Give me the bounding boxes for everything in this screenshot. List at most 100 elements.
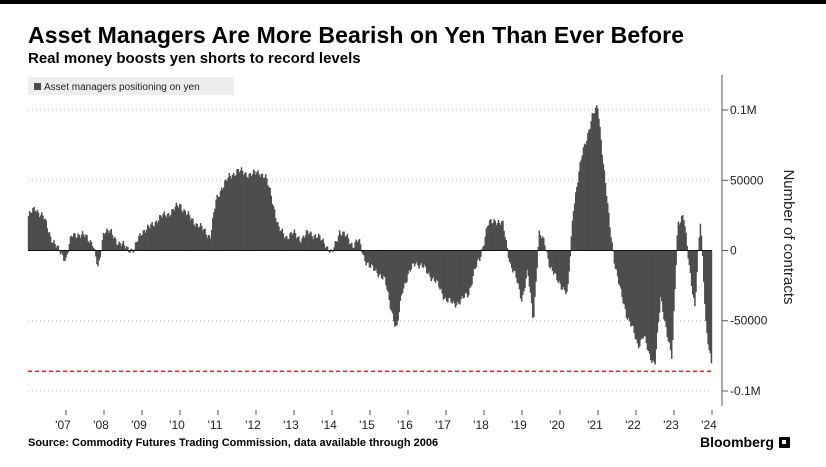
series-bar [263, 177, 266, 251]
series-bar [558, 250, 560, 282]
series-bar [268, 186, 270, 251]
series-bar [225, 179, 227, 251]
series-bar [239, 170, 242, 251]
series-bar [528, 250, 531, 287]
series-bar [145, 229, 148, 251]
series-bar [74, 233, 76, 251]
series-bar [515, 250, 517, 278]
series-bar [31, 212, 33, 251]
series-bar [592, 113, 595, 251]
series-bar [386, 250, 388, 290]
series-bar [89, 240, 92, 251]
series-bar [479, 250, 481, 261]
series-bar [70, 235, 73, 251]
series-bar [207, 235, 210, 251]
series-bar [78, 234, 81, 251]
series-bar [108, 233, 110, 251]
series-bar [698, 237, 701, 251]
series-bar [246, 176, 248, 251]
series-bar [301, 238, 303, 251]
series-bar [401, 250, 404, 294]
series-bar [373, 250, 375, 271]
series-bar [288, 238, 290, 251]
series-bar [690, 250, 693, 286]
series-bar [69, 236, 72, 251]
series-bar [453, 250, 456, 304]
series-bar [253, 171, 256, 251]
series-bar [321, 240, 323, 251]
series-bar [544, 245, 546, 251]
series-bar [155, 220, 158, 251]
series-bar [342, 231, 344, 251]
series-bar [502, 220, 504, 251]
series-bar [666, 250, 669, 338]
series-bar [547, 250, 549, 259]
series-bar [219, 191, 222, 251]
x-tick-label: '24 [701, 418, 717, 432]
series-bar [71, 236, 74, 251]
series-bar [638, 250, 641, 347]
series-bar [214, 208, 216, 251]
series-bar [244, 173, 246, 251]
series-bar [381, 250, 384, 280]
series-bar [582, 147, 585, 251]
series-bar [196, 223, 199, 251]
series-bar [549, 250, 552, 269]
series-bar [536, 250, 538, 268]
series-bar [587, 132, 589, 251]
series-bar [353, 248, 355, 251]
series-bar [614, 250, 617, 269]
series-bar [189, 219, 192, 251]
series-bar [366, 250, 368, 263]
series-bar [632, 250, 634, 326]
x-tick-label: '07 [55, 418, 71, 432]
series-bar [466, 250, 469, 298]
series-bar [157, 220, 160, 251]
x-tick-label: '08 [93, 418, 109, 432]
series-bar [151, 221, 153, 251]
series-bar [76, 237, 78, 251]
series-bar [633, 250, 635, 333]
series-bar [328, 250, 331, 253]
x-tick-label: '15 [359, 418, 375, 432]
series-bar [45, 220, 47, 251]
series-bar [383, 250, 385, 276]
series-bar [167, 213, 170, 251]
x-tick-label: '12 [245, 418, 261, 432]
series-bar [292, 232, 295, 251]
series-bar [378, 250, 381, 276]
terminal-icon [778, 436, 790, 448]
series-bar [316, 237, 319, 251]
series-bar [434, 250, 437, 283]
series-bar [236, 169, 238, 251]
series-bar [185, 215, 188, 251]
series-bar [249, 173, 252, 251]
x-tick-label: '20 [549, 418, 565, 432]
series-bar [439, 250, 441, 290]
series-bar [191, 218, 193, 251]
series-bar [103, 234, 106, 251]
series-bar [454, 250, 457, 308]
series-bar [212, 218, 214, 251]
series-bar [95, 250, 97, 257]
series-bar [590, 121, 592, 251]
series-bar [459, 250, 461, 305]
series-bar [429, 250, 431, 277]
series-bar [56, 245, 58, 251]
series-bar [379, 250, 382, 274]
series-bar [173, 210, 175, 251]
series-bar [182, 212, 184, 251]
series-bar [527, 250, 530, 276]
series-bar [195, 223, 197, 251]
series-bar [689, 250, 692, 274]
series-bar [150, 224, 152, 251]
series-bar [518, 250, 521, 290]
series-bar [38, 217, 41, 251]
series-bar [376, 250, 378, 274]
series-bar [356, 242, 359, 251]
series-bar [622, 250, 624, 304]
series-bar [181, 210, 183, 251]
series-bar [413, 250, 416, 267]
series-bar [560, 250, 563, 290]
series-bar [46, 228, 49, 251]
